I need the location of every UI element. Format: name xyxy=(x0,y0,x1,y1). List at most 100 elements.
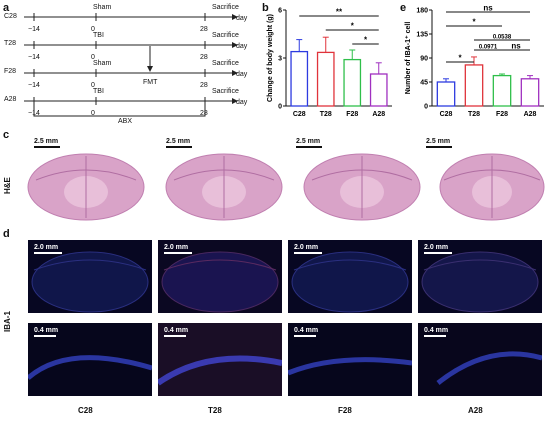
ihc-scale-bar: 2.0 mm xyxy=(294,244,322,254)
he-brain-section-a28 xyxy=(436,140,546,222)
ihc-scale-bar: 2.0 mm xyxy=(164,244,192,254)
timeline-end-label: Sacrifice xyxy=(212,4,239,11)
y-axis-label: Number of IBA-1⁺ cell xyxy=(405,22,412,95)
timeline-tick-label: 0 xyxy=(91,110,95,117)
he-scale-label: 2.5 mm xyxy=(426,138,451,145)
y-tick-label: 90 xyxy=(420,56,428,63)
x-tick-label: F28 xyxy=(496,111,508,118)
y-tick-label: 0 xyxy=(424,104,428,111)
panel-letter-a: a xyxy=(3,2,10,14)
timeline-end-label: Sacrifice xyxy=(212,60,239,67)
significance-label: * xyxy=(364,36,368,45)
bar xyxy=(343,58,362,107)
timeline-tick-label: 28 xyxy=(200,54,208,61)
x-tick-label: C28 xyxy=(440,111,453,118)
y-tick-label: 6 xyxy=(278,8,282,15)
bar xyxy=(520,78,540,107)
timeline-group-label: F28 xyxy=(4,68,17,75)
timeline-unit-label: day xyxy=(236,99,248,106)
timeline-group-label: C28 xyxy=(4,13,17,20)
he-brain-section-t28 xyxy=(160,140,288,222)
timeline-tick-label: 28 xyxy=(200,82,208,89)
x-tick-label: F28 xyxy=(346,111,358,118)
x-tick-label: A28 xyxy=(524,111,537,118)
significance-label: 0.0971 xyxy=(479,45,498,51)
ihc-scale-label: 2.0 mm xyxy=(34,244,59,251)
body-weight-chart: Change of body weight (g) 0 3 6 C28 T28 F28 A28… xyxy=(267,8,392,118)
timeline-tick-label: −14 xyxy=(28,82,40,89)
y-tick-label: 3 xyxy=(278,56,282,63)
panel-letter-d: d xyxy=(3,228,10,240)
bar xyxy=(316,51,335,107)
ihc-group-label: T28 xyxy=(208,406,222,415)
timeline-treatment-label: TBI xyxy=(93,88,104,95)
timeline-tick-label: 28 xyxy=(200,26,208,33)
panel-letter-c: c xyxy=(3,129,10,141)
significance-label: 0.0538 xyxy=(493,35,512,41)
timeline-tick-label: 0 xyxy=(91,82,95,89)
x-tick-label: T28 xyxy=(320,111,332,118)
ihc-scale-bar: 2.0 mm xyxy=(34,244,62,254)
significance-label: ns xyxy=(483,4,493,13)
he-scale-label: 2.5 mm xyxy=(296,138,321,145)
ihc-scale-label: 0.4 mm xyxy=(294,327,319,334)
significance-label: * xyxy=(472,18,476,27)
he-brain-section-c28 xyxy=(22,140,150,222)
timeline-group-label: A28 xyxy=(4,96,17,103)
fmt-label: FMT xyxy=(143,79,158,86)
timeline-unit-label: day xyxy=(236,43,248,50)
he-scale-bar: 2.5 mm xyxy=(296,138,322,148)
bar xyxy=(369,73,388,107)
significance-label: * xyxy=(351,22,355,31)
timeline-schematic: C28 Sham Sacrifice day T28 TBI Sacrifice… xyxy=(0,0,255,125)
x-tick-label: T28 xyxy=(468,111,480,118)
timeline-lines xyxy=(24,13,238,117)
y-tick-label: 135 xyxy=(416,32,428,39)
timeline-treatment-label: TBI xyxy=(93,32,104,39)
timeline-end-label: Sacrifice xyxy=(212,88,239,95)
significance-label: * xyxy=(458,54,462,63)
bar xyxy=(290,50,309,107)
ihc-scale-label: 2.0 mm xyxy=(294,244,319,251)
x-tick-label: C28 xyxy=(293,111,306,118)
y-tick-label: 180 xyxy=(416,8,428,15)
he-scale-label: 2.5 mm xyxy=(34,138,59,145)
ihc-scale-bar: 0.4 mm xyxy=(34,327,58,337)
y-tick-label: 45 xyxy=(420,80,428,87)
iba1-section-c28-low xyxy=(28,240,152,313)
ihc-group-label: A28 xyxy=(468,406,483,415)
he-scale-bar: 2.5 mm xyxy=(34,138,60,148)
timeline-tick-label: −14 xyxy=(28,54,40,61)
ihc-scale-label: 0.4 mm xyxy=(424,327,449,334)
timeline-treatment-label: Sham xyxy=(93,4,112,11)
ihc-scale-label: 2.0 mm xyxy=(164,244,189,251)
iba1-cell-chart: Number of IBA-1⁺ cell 0 45 90 135 180 C28 T28 F2… xyxy=(405,4,544,118)
timeline-tick-label: 28 xyxy=(200,110,208,117)
ihc-scale-label: 2.0 mm xyxy=(424,244,449,251)
ihc-group-label: C28 xyxy=(78,406,93,415)
bar xyxy=(492,74,512,107)
x-tick-label: A28 xyxy=(372,111,385,118)
ihc-scale-bar: 0.4 mm xyxy=(424,327,448,337)
y-tick-label: 0 xyxy=(278,104,282,111)
timeline-tick-label: −14 xyxy=(28,26,40,33)
timeline-unit-label: day xyxy=(236,15,248,22)
ihc-scale-bar: 0.4 mm xyxy=(294,327,318,337)
abx-label: ABX xyxy=(118,118,133,125)
ihc-scale-label: 0.4 mm xyxy=(164,327,189,334)
he-scale-bar: 2.5 mm xyxy=(166,138,192,148)
timeline-tick-label: 0 xyxy=(91,54,95,61)
he-brain-section-f28 xyxy=(298,140,426,222)
iba1-section-f28-low xyxy=(288,240,412,313)
significance-label: ** xyxy=(336,8,343,17)
significance-label: ns xyxy=(511,42,521,51)
timeline-end-label: Sacrifice xyxy=(212,32,239,39)
panel-letter-b: b xyxy=(262,2,269,14)
ihc-scale-label: 0.4 mm xyxy=(34,327,59,334)
timeline-group-label: T28 xyxy=(4,40,17,47)
timeline-unit-label: day xyxy=(236,71,248,78)
ihc-scale-bar: 2.0 mm xyxy=(424,244,452,254)
panel-letter-e: e xyxy=(400,2,407,14)
he-scale-label: 2.5 mm xyxy=(166,138,191,145)
timeline-treatment-label: Sham xyxy=(93,60,112,67)
